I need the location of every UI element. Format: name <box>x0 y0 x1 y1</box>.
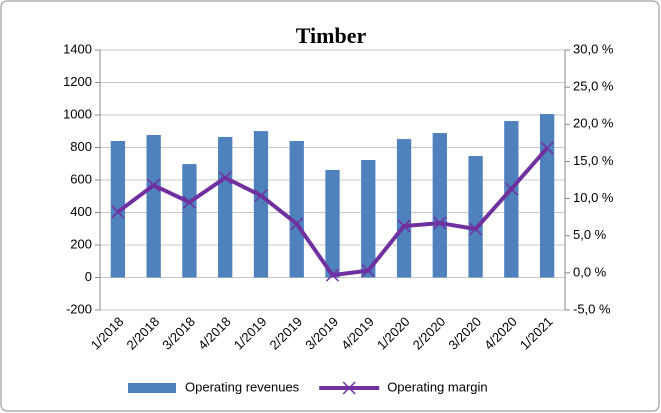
bar <box>253 131 269 278</box>
bar <box>325 169 340 278</box>
marker <box>254 189 268 203</box>
y2-tick-label: 0,0 % <box>573 264 607 279</box>
y-tick-label: 600 <box>70 171 92 186</box>
bar <box>289 141 304 278</box>
marker <box>111 205 125 219</box>
legend-label: Operating revenues <box>185 379 300 394</box>
bar <box>396 139 412 278</box>
y-tick-label: 1000 <box>63 106 92 121</box>
y-tick-label: 200 <box>70 236 92 251</box>
bar <box>218 136 233 278</box>
bar <box>146 134 161 278</box>
legend-label: Operating margin <box>387 379 487 394</box>
y2-tick-label: 25,0 % <box>573 79 614 94</box>
y-tick-label: 1200 <box>63 74 92 89</box>
y2-tick-label: 10,0 % <box>573 190 614 205</box>
marker <box>218 171 232 185</box>
marker <box>361 264 375 278</box>
bar <box>504 121 519 278</box>
y-tick-label: 0 <box>85 269 92 284</box>
legend-swatch <box>128 383 176 393</box>
y-tick-label: -200 <box>66 301 92 316</box>
legend-marker <box>342 381 356 395</box>
marker <box>433 216 447 230</box>
y-tick-label: 400 <box>70 204 92 219</box>
y2-tick-label: 20,0 % <box>573 116 614 131</box>
marker <box>182 195 196 209</box>
y2-tick-label: 30,0 % <box>573 41 614 56</box>
chart-title: Timber <box>296 23 367 48</box>
bar <box>539 114 555 278</box>
marker <box>147 178 161 192</box>
marker <box>540 141 554 155</box>
bar <box>361 160 376 278</box>
bar <box>468 155 483 278</box>
marker <box>325 268 340 282</box>
bar <box>182 164 197 278</box>
y-tick-label: 1400 <box>63 41 92 56</box>
bar <box>110 141 126 278</box>
marker <box>504 182 518 196</box>
y2-tick-label: 15,0 % <box>573 153 614 168</box>
marker <box>290 217 304 231</box>
bar <box>432 133 447 278</box>
y2-tick-label: -5,0 % <box>573 301 611 316</box>
y2-tick-label: 5,0 % <box>573 227 607 242</box>
y-tick-label: 800 <box>70 139 92 154</box>
marker <box>397 219 411 233</box>
marker <box>469 222 483 236</box>
